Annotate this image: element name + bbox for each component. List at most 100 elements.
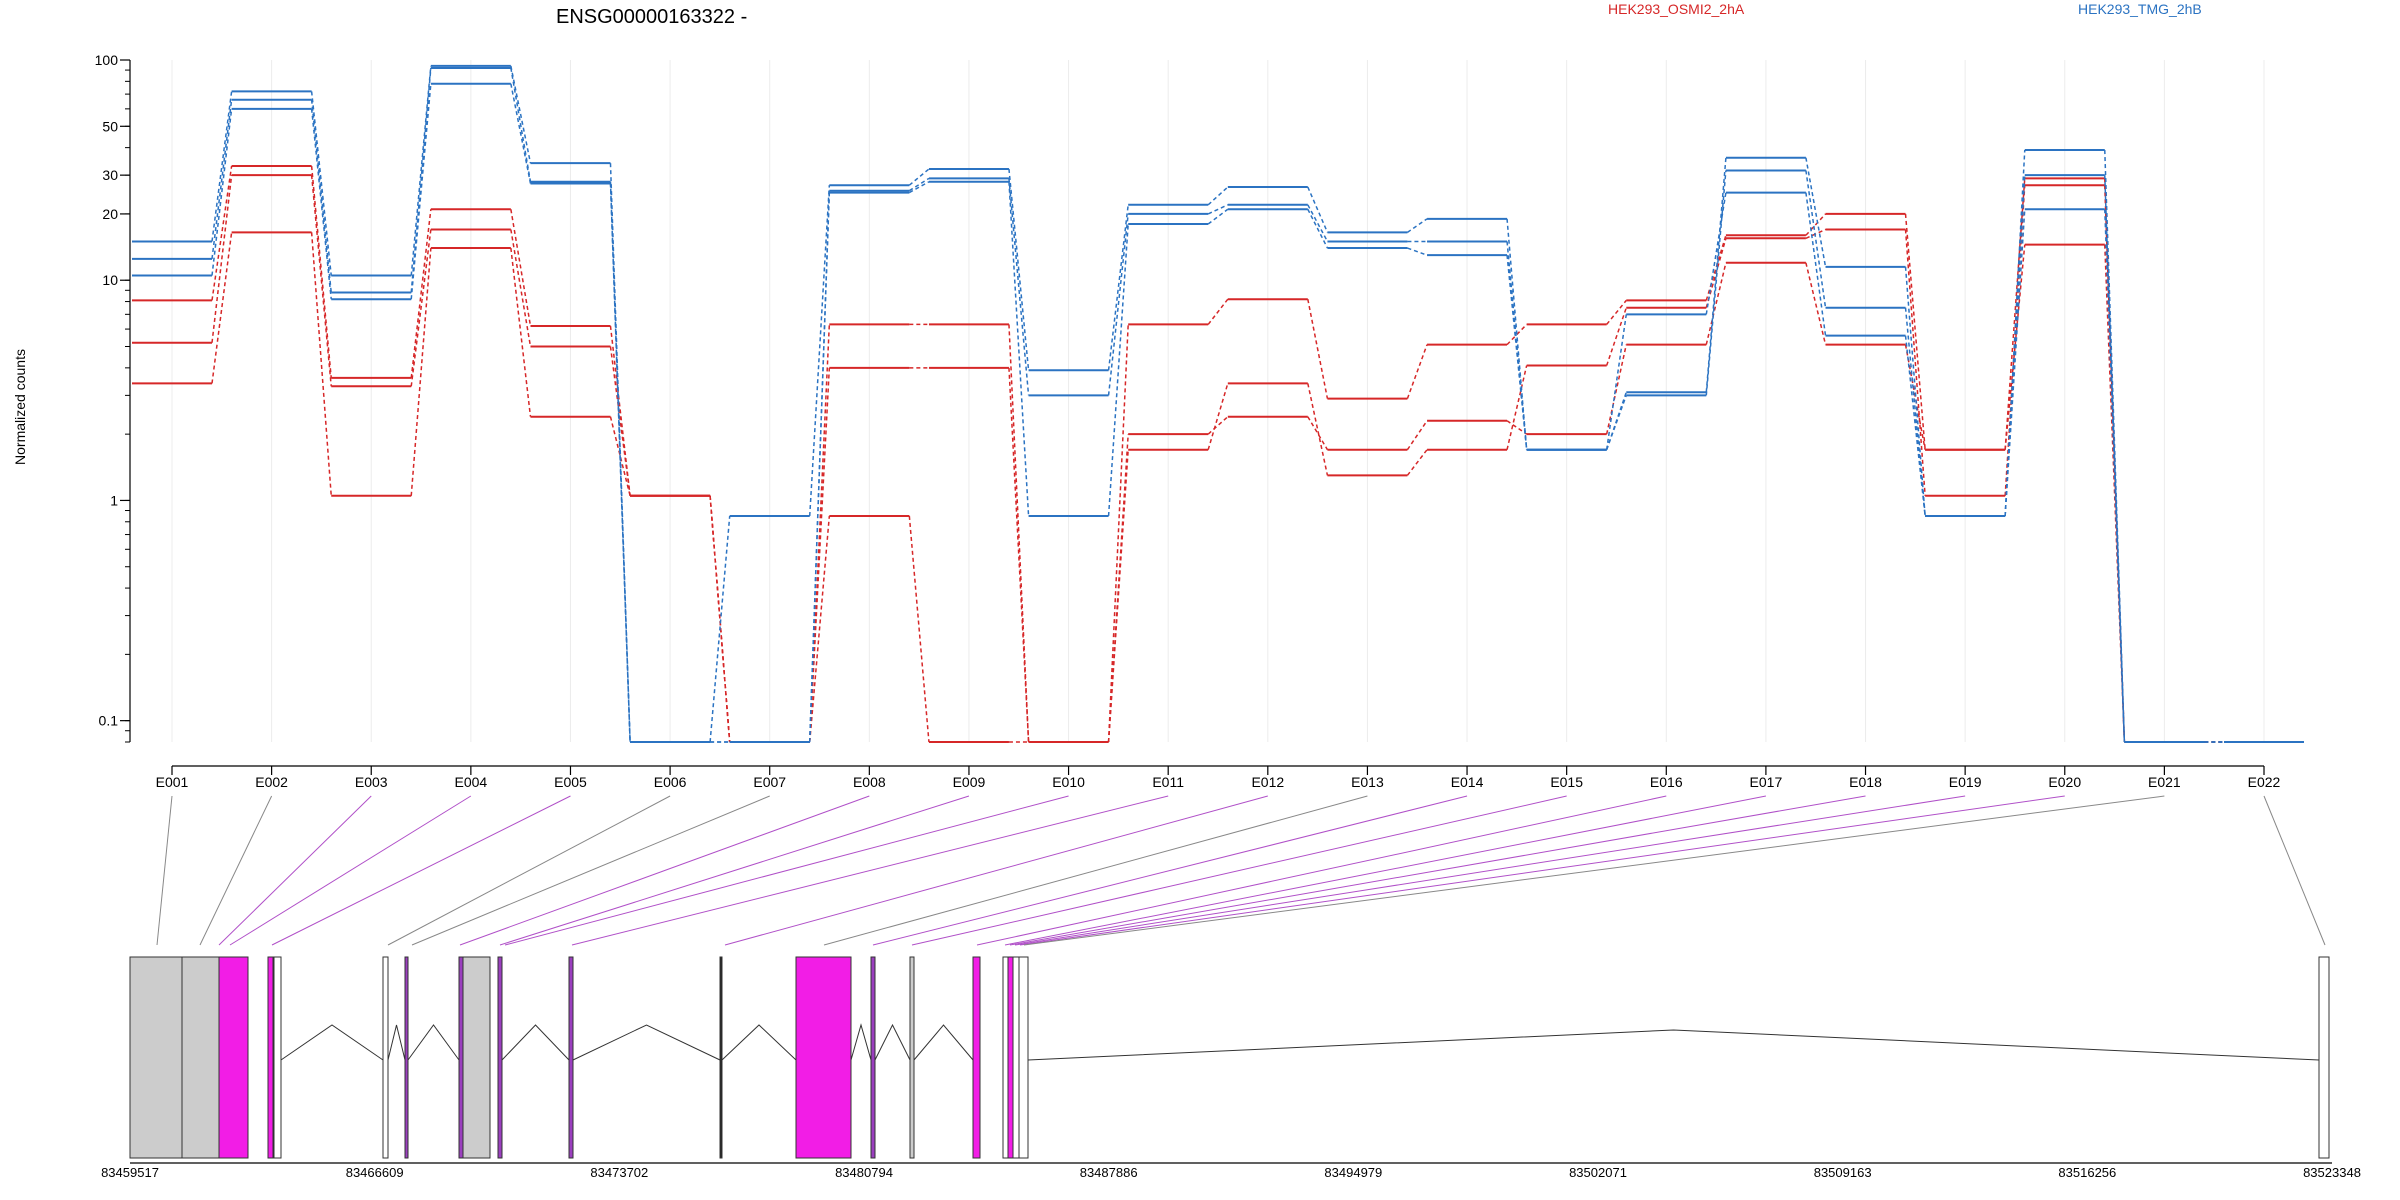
x-tick-label: E012 — [1251, 774, 1284, 790]
series-connector — [1107, 204, 1129, 371]
series-connector — [908, 181, 930, 194]
exon-link-line — [229, 795, 472, 946]
series-connector — [1805, 213, 1827, 236]
y-tick-label: 0.1 — [99, 713, 119, 729]
exon-link-line — [156, 795, 173, 946]
exon-box — [267, 956, 274, 1159]
exon-box — [382, 956, 389, 1159]
gene-model: 83459517 83466609 83473702 83480794 83487886… — [101, 956, 2361, 1180]
series-connector — [1705, 170, 1727, 396]
exon-box — [1002, 956, 1009, 1159]
series-connector — [1008, 367, 1030, 743]
x-tick-label: E010 — [1052, 774, 1085, 790]
series-connector — [808, 515, 831, 743]
exon-link-line — [1004, 795, 1767, 946]
x-tick-label: E009 — [953, 774, 986, 790]
exon-link-line — [199, 795, 273, 946]
series-connector — [1904, 344, 1926, 450]
series-connector — [1107, 434, 1129, 743]
series-connector — [410, 65, 432, 276]
series-connector — [1008, 178, 1030, 396]
exon-link-lines — [156, 795, 2326, 946]
intron-connector — [1027, 1029, 2320, 1061]
x-tick-label: E018 — [1849, 774, 1882, 790]
y-tick-label: 30 — [102, 167, 118, 183]
series-connector — [211, 91, 233, 242]
series-connector — [1307, 208, 1329, 249]
series-connector — [211, 99, 233, 259]
x-tick-label: E014 — [1451, 774, 1484, 790]
x-tick-label: E004 — [455, 774, 488, 790]
series-connector — [1904, 229, 1926, 496]
intron-connector — [572, 1024, 721, 1061]
series-connector — [1107, 223, 1129, 517]
series-connector — [510, 83, 532, 184]
x-tick-label: E011 — [1152, 774, 1184, 790]
series-connector — [211, 165, 233, 301]
series-connector — [310, 232, 332, 496]
series-connector — [1207, 416, 1229, 435]
series-connector — [1107, 324, 1129, 743]
series-line — [132, 174, 2304, 743]
genomic-tick-label: 83473702 — [590, 1165, 648, 1180]
axes: 0.1 1 10 20 30 50 100 E001 E002 E003 E004 E005 E006 E… — [95, 52, 2281, 790]
x-tick-label: E008 — [853, 774, 886, 790]
exon-box — [181, 956, 220, 1159]
series-lines — [132, 64, 2304, 743]
series-connector — [310, 91, 332, 276]
series-connector — [1407, 218, 1428, 233]
exon-link-line — [2263, 795, 2326, 946]
genomic-tick-label: 83509163 — [1814, 1165, 1872, 1180]
series-connector — [808, 324, 831, 743]
genomic-tick-label: 83480794 — [835, 1165, 893, 1180]
exon-box — [129, 956, 183, 1159]
y-tick-label: 100 — [95, 52, 119, 68]
series-connector — [1207, 204, 1229, 215]
genomic-tick-label: 83494979 — [1324, 1165, 1382, 1180]
x-tick-label: E021 — [2148, 774, 2181, 790]
series-connector — [310, 165, 332, 378]
series-connector — [2104, 175, 2126, 743]
series-connector — [510, 209, 532, 327]
series-connector — [1705, 262, 1727, 345]
exon-box — [497, 956, 503, 1159]
series-connector — [1307, 383, 1329, 476]
exon-box — [1018, 956, 1029, 1159]
exon-box — [1007, 956, 1014, 1159]
exon-link-line — [1019, 795, 2065, 946]
genomic-tick-label: 83502071 — [1569, 1165, 1627, 1180]
series-connector — [1008, 168, 1030, 371]
series-connector — [908, 177, 930, 192]
series-connector — [1506, 255, 1528, 450]
series-line — [132, 64, 2304, 743]
intron-connector — [501, 1024, 570, 1061]
x-tick-label: E003 — [355, 774, 388, 790]
chart-title: ENSG00000163322 - — [556, 6, 747, 28]
genomic-tick-label: 83523348 — [2303, 1165, 2361, 1180]
series-connector — [1705, 157, 1727, 393]
series-connector — [410, 83, 432, 300]
series-connector — [1506, 323, 1528, 346]
series-connector — [1904, 335, 1926, 517]
intron-connector — [913, 1024, 974, 1061]
x-tick-label: E016 — [1650, 774, 1683, 790]
x-tick-label: E001 — [156, 774, 189, 790]
x-tick-label: E002 — [255, 774, 288, 790]
series-connector — [1506, 218, 1528, 450]
series-connector — [1506, 420, 1528, 435]
series-line — [132, 82, 2304, 743]
y-tick-label: 50 — [102, 118, 118, 134]
exon-link-line — [387, 795, 671, 946]
exon-link-line — [218, 795, 372, 946]
series-connector — [1605, 395, 1627, 450]
exon-box — [795, 956, 852, 1159]
series-connector — [1606, 299, 1627, 325]
exon-link-line — [411, 795, 770, 946]
series-connector — [1506, 365, 1528, 450]
exon-link-line — [459, 795, 870, 946]
exon-box — [404, 956, 409, 1159]
series-connector — [908, 515, 930, 743]
series-connector — [1407, 247, 1428, 256]
series-connector — [1406, 344, 1428, 399]
x-tick-label: E019 — [1949, 774, 1982, 790]
